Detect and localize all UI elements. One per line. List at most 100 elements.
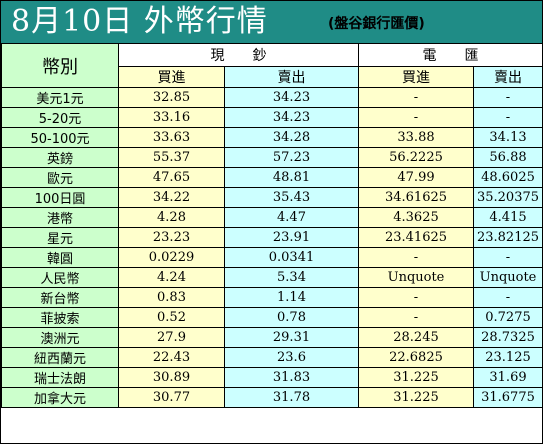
cash-buy-value: 23.23 xyxy=(118,227,225,248)
wire-buy-value: 34.61625 xyxy=(358,187,474,208)
wire-sell-value: 23.82125 xyxy=(473,227,543,248)
wire-buy-value: - xyxy=(358,307,474,328)
table-row: 澳洲元 27.9 29.31 28.245 28.7325 xyxy=(1,327,543,348)
wire-buy-value: - xyxy=(358,87,474,108)
currency-name: 韓圓 xyxy=(1,247,119,268)
wire-sell-value: 28.7325 xyxy=(473,327,543,348)
cash-buy-value: 32.85 xyxy=(118,87,225,108)
wire-buy-value: 28.245 xyxy=(358,327,474,348)
cash-buy-value: 55.37 xyxy=(118,147,225,168)
cash-sell-value: 0.0341 xyxy=(224,247,359,268)
table-row: 新台幣 0.83 1.14- - xyxy=(1,287,543,308)
cash-sell-value: 34.28 xyxy=(224,127,359,148)
cash-buy-value: 30.77 xyxy=(118,387,225,408)
cash-buy-header: 買進 xyxy=(118,66,225,88)
title-bar: 8月10日 外幣行情 (盤谷銀行匯價) xyxy=(1,1,542,43)
table-row: 港幣 4.28 4.47 4.3625 4.415 xyxy=(1,207,543,228)
wire-buy-value: 56.2225 xyxy=(358,147,474,168)
currency-name: 加拿大元 xyxy=(1,387,119,408)
currency-column-header: 幣別 xyxy=(1,43,119,88)
wire-buy-header: 買進 xyxy=(358,66,474,88)
wire-buy-value: - xyxy=(358,247,474,268)
table-row: 菲披索 0.52 0.78-0.7275 xyxy=(1,307,543,328)
currency-name: 菲披索 xyxy=(1,307,119,328)
table-row: 100日圓 34.22 35.43 34.61625 35.20375 xyxy=(1,187,543,208)
currency-name: 5-20元 xyxy=(1,107,119,128)
table-row: 紐西蘭元 22.43 23.6 22.6825 23.125 xyxy=(1,347,543,368)
cash-sell-value: 4.47 xyxy=(224,207,359,228)
currency-name: 澳洲元 xyxy=(1,327,119,348)
table-row: 美元1元 32.85 34.23- - xyxy=(1,87,543,108)
wire-sell-value: - xyxy=(473,247,543,268)
wire-buy-value: 31.225 xyxy=(358,367,474,388)
currency-name: 50-100元 xyxy=(1,127,119,148)
table-row: 星元 23.23 23.91 23.41625 23.82125 xyxy=(1,227,543,248)
cash-sell-header: 賣出 xyxy=(224,66,359,88)
cash-sell-value: 23.91 xyxy=(224,227,359,248)
page-title: 8月10日 外幣行情 xyxy=(11,4,268,39)
table-row: 5-20元 33.16 34.23- - xyxy=(1,107,543,128)
cash-buy-value: 22.43 xyxy=(118,347,225,368)
wire-sell-value: 56.88 xyxy=(473,147,543,168)
cash-sell-value: 31.78 xyxy=(224,387,359,408)
wire-sell-value: 23.125 xyxy=(473,347,543,368)
cash-sell-value: 23.6 xyxy=(224,347,359,368)
wire-group-header: 電 匯 xyxy=(358,43,543,67)
wire-sell-value: 31.6775 xyxy=(473,387,543,408)
wire-buy-value: 22.6825 xyxy=(358,347,474,368)
currency-name: 港幣 xyxy=(1,207,119,228)
cash-sell-value: 1.14 xyxy=(224,287,359,308)
currency-name: 美元1元 xyxy=(1,87,119,108)
wire-buy-value: 4.3625 xyxy=(358,207,474,228)
cash-group-header: 現 鈔 xyxy=(118,43,359,67)
cash-sell-value: 34.23 xyxy=(224,87,359,108)
cash-buy-value: 33.16 xyxy=(118,107,225,128)
cash-buy-value: 4.28 xyxy=(118,207,225,228)
wire-buy-value: Unquote xyxy=(358,267,474,288)
wire-sell-value: - xyxy=(473,287,543,308)
table-row: 瑞士法朗 30.89 31.83 31.225 31.69 xyxy=(1,367,543,388)
cash-buy-value: 33.63 xyxy=(118,127,225,148)
wire-sell-value: 48.6025 xyxy=(473,167,543,188)
cash-sell-value: 31.83 xyxy=(224,367,359,388)
header-row-groups: 幣別 現 鈔 電 匯 xyxy=(1,43,543,88)
currency-name: 紐西蘭元 xyxy=(1,347,119,368)
table-row: 英鎊 55.37 57.23 56.2225 56.88 xyxy=(1,147,543,168)
wire-sell-value: - xyxy=(473,87,543,108)
wire-sell-value: 31.69 xyxy=(473,367,543,388)
cash-buy-value: 0.83 xyxy=(118,287,225,308)
wire-buy-value: 33.88 xyxy=(358,127,474,148)
page-subtitle: (盤谷銀行匯價) xyxy=(328,16,425,32)
wire-buy-value: - xyxy=(358,107,474,128)
table-row: 韓圓 0.0229 0.0341- - xyxy=(1,247,543,268)
wire-buy-value: 47.99 xyxy=(358,167,474,188)
currency-name: 歐元 xyxy=(1,167,119,188)
wire-sell-value: 0.7275 xyxy=(473,307,543,328)
header-row-columns: 買進 賣出 買進 賣出 xyxy=(2,66,543,88)
wire-buy-value: 31.225 xyxy=(358,387,474,408)
currency-name: 星元 xyxy=(1,227,119,248)
currency-name: 新台幣 xyxy=(1,287,119,308)
cash-buy-value: 0.52 xyxy=(118,307,225,328)
table-row: 50-100元 33.63 34.28 33.88 34.13 xyxy=(1,127,543,148)
currency-name: 瑞士法朗 xyxy=(1,367,119,388)
cash-buy-value: 30.89 xyxy=(118,367,225,388)
wire-buy-value: - xyxy=(358,287,474,308)
currency-name: 英鎊 xyxy=(1,147,119,168)
rates-table: 幣別 現 鈔 電 匯 買進 賣出 買進 賣出 美元1元 32.85 34.23- -5… xyxy=(1,43,543,408)
cash-sell-value: 5.34 xyxy=(224,267,359,288)
table-row: 加拿大元 30.77 31.78 31.225 31.6775 xyxy=(1,387,543,408)
currency-name: 人民幣 xyxy=(1,267,119,288)
cash-sell-value: 29.31 xyxy=(224,327,359,348)
cash-buy-value: 34.22 xyxy=(118,187,225,208)
cash-buy-value: 0.0229 xyxy=(118,247,225,268)
cash-buy-value: 27.9 xyxy=(118,327,225,348)
wire-sell-value: 34.13 xyxy=(473,127,543,148)
wire-buy-value: 23.41625 xyxy=(358,227,474,248)
cash-sell-value: 0.78 xyxy=(224,307,359,328)
wire-sell-value: Unquote xyxy=(473,267,543,288)
table-row: 歐元 47.65 48.81 47.99 48.6025 xyxy=(1,167,543,188)
cash-sell-value: 35.43 xyxy=(224,187,359,208)
cash-sell-value: 48.81 xyxy=(224,167,359,188)
